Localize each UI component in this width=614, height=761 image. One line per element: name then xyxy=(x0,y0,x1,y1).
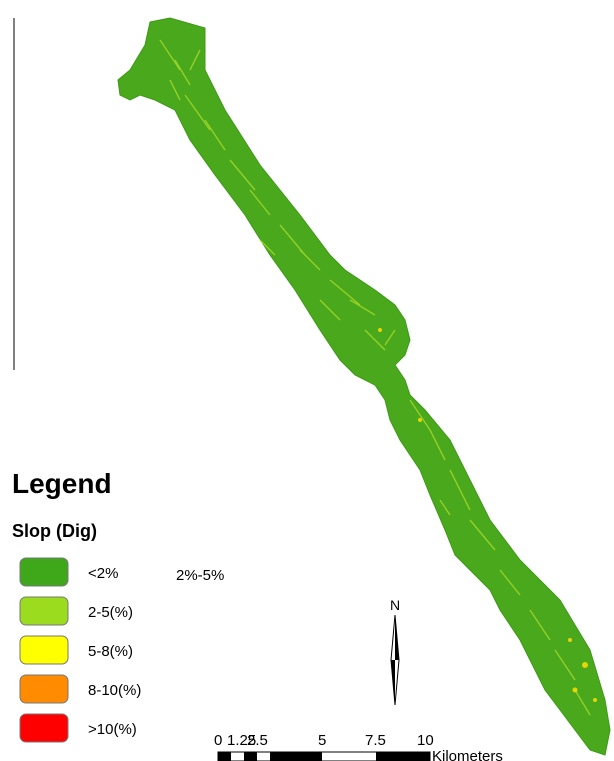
scale-label: 10 xyxy=(417,732,434,749)
legend-swatch xyxy=(20,636,68,664)
legend-swatch xyxy=(20,714,68,742)
legend-items: <2% 2-5(%) 5-8(%) 8-10(%) >10(%) xyxy=(20,558,141,742)
scale-label: 5 xyxy=(318,732,326,749)
north-arrow: N xyxy=(390,597,400,705)
map: Legend Slop (Dig) 2%-5% <2% 2-5(%) 5-8(%) 8… xyxy=(0,0,614,761)
legend-swatch xyxy=(20,558,68,586)
slope-area xyxy=(118,18,610,755)
scale-unit: Kilometers xyxy=(432,748,503,761)
north-label: N xyxy=(390,597,400,613)
legend-label: <2% xyxy=(88,565,118,582)
scale-label: 0 xyxy=(214,732,222,749)
legend-swatch xyxy=(20,597,68,625)
legend-label: 8-10(%) xyxy=(88,682,141,699)
legend-note: 2%-5% xyxy=(176,567,224,584)
legend-title: Legend xyxy=(12,468,112,499)
scale-label: 7.5 xyxy=(365,732,386,749)
legend-swatch xyxy=(20,675,68,703)
scale-label: 2.5 xyxy=(247,732,268,749)
legend-label: 2-5(%) xyxy=(88,604,133,621)
legend-subtitle: Slop (Dig) xyxy=(12,521,97,541)
legend-label: 5-8(%) xyxy=(88,643,133,660)
legend-label: >10(%) xyxy=(88,721,137,738)
